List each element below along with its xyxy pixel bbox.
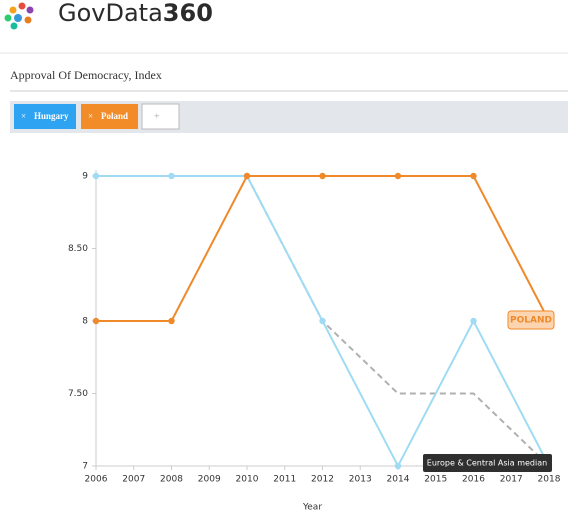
chip[interactable]: × Poland: [81, 104, 138, 129]
point: [319, 317, 326, 325]
series-line: [96, 175, 550, 322]
x-tick-label: 2017: [500, 475, 523, 485]
point: [168, 172, 175, 180]
logo-suffix: 360: [163, 0, 213, 27]
chip-remove[interactable]: ×: [21, 111, 26, 121]
annotation-box: [507, 310, 555, 330]
y-tick-label: 7: [82, 462, 88, 472]
y-tick-label: 7.50: [68, 389, 88, 399]
chip-label: Hungary: [34, 111, 69, 121]
add-button-bg: [141, 103, 180, 130]
annotation: POLAND: [510, 316, 552, 326]
x-axis-title: Year: [302, 503, 322, 510]
chip[interactable]: × Hungary: [14, 104, 76, 129]
logo-text: GovData360: [58, 0, 213, 27]
point: [92, 317, 100, 325]
point: [470, 172, 477, 180]
y-tick-label: 9: [82, 172, 88, 182]
point: [470, 317, 477, 325]
chip-remove[interactable]: ×: [88, 111, 93, 121]
chip-bg: [14, 104, 76, 129]
x-tick-label: 2009: [198, 475, 221, 485]
x-tick-label: 2016: [462, 475, 485, 485]
point: [394, 462, 402, 470]
x-tick-label: 2014: [387, 475, 410, 485]
x-tick-label: 2018: [538, 475, 561, 485]
add-button-icon[interactable]: +: [154, 111, 160, 122]
x-tick-label: 2012: [311, 475, 334, 485]
chip-label: Poland: [101, 111, 128, 121]
point: [319, 172, 326, 180]
tooltip-bg: [423, 454, 552, 472]
x-tick-label: 2006: [85, 475, 108, 485]
logo-name: GovData: [58, 0, 163, 27]
chip-bg: [81, 104, 138, 129]
x-tick-label: 2007: [122, 475, 145, 485]
x-tick-label: 2008: [160, 475, 183, 485]
point: [92, 172, 100, 180]
series-line: [246, 175, 550, 467]
plot: 7 7.50 8 8.50 9 2006 2007 2008 2009 2010 2011 2012 2…: [68, 170, 561, 510]
x-tick-label: 2011: [273, 475, 296, 485]
point: [243, 172, 251, 180]
y-tick-label: 8.50: [68, 244, 88, 254]
y-tick-label: 8: [82, 317, 88, 327]
x-tick-label: 2015: [424, 475, 447, 485]
point: [168, 317, 175, 325]
x-tick-label: 2010: [236, 475, 259, 485]
point: [394, 172, 402, 180]
page-title: Approval Of Democracy, Index: [10, 68, 162, 82]
x-tick-label: 2013: [349, 475, 372, 485]
logo-icon: [4, 2, 34, 30]
tooltip-text: Europe & Central Asia median: [427, 459, 547, 468]
add-button[interactable]: +: [141, 103, 180, 130]
